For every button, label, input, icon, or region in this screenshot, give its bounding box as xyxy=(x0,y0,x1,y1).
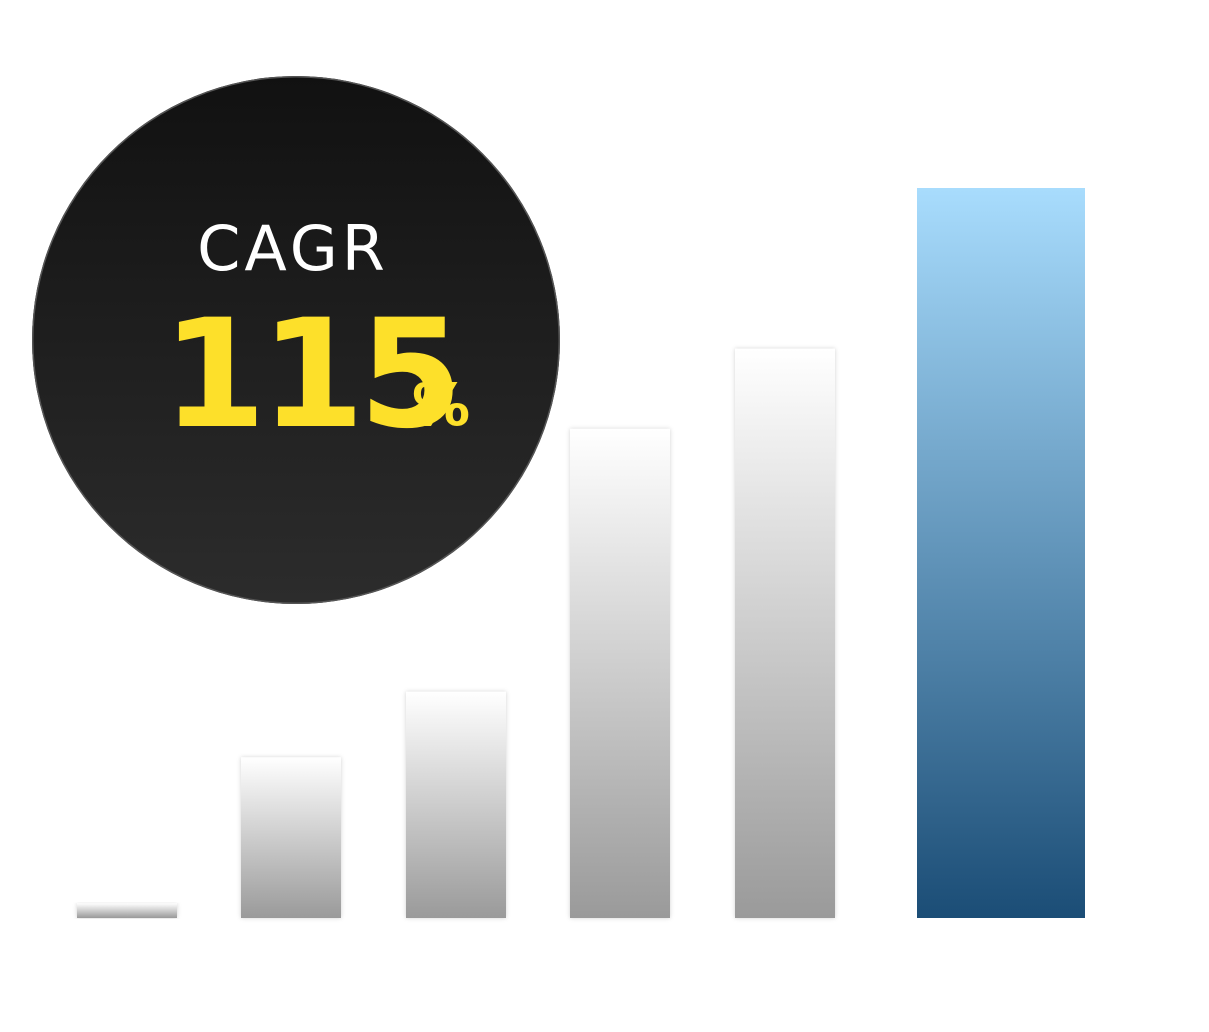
bar-4 xyxy=(570,428,670,918)
bar-1 xyxy=(77,903,177,918)
cagr-value: 115 xyxy=(162,288,463,462)
cagr-badge xyxy=(32,76,560,604)
cagr-unit: % xyxy=(412,371,471,439)
bar-2 xyxy=(241,757,341,918)
bar-3 xyxy=(406,691,506,918)
bar-5 xyxy=(735,348,835,919)
cagr-label: CAGR xyxy=(197,212,389,285)
bar-highlight xyxy=(917,188,1085,918)
bars xyxy=(77,188,1085,919)
